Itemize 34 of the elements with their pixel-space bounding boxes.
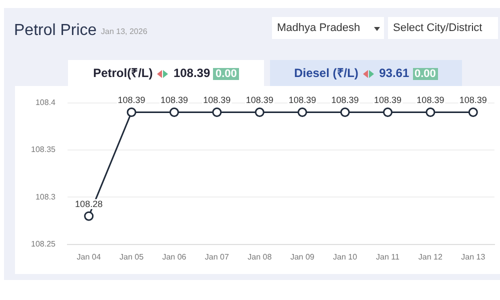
x-tick-label: Jan 11 [376, 252, 400, 262]
x-tick-label: Jan 07 [204, 252, 230, 262]
data-label: 108.39 [416, 95, 444, 106]
data-label: 108.39 [118, 95, 146, 106]
x-tick-label: Jan 10 [333, 252, 358, 262]
text: Madhya Pradesh [272, 17, 384, 39]
y-tick-label: 108.35 [31, 145, 56, 154]
x-tick-label: Jan 12 [418, 252, 443, 262]
data-label: 108.39 [331, 95, 359, 106]
data-label: 108.28 [75, 199, 103, 210]
text: 108.39 [173, 66, 210, 80]
data-label: 108.39 [246, 95, 274, 106]
data-label: 108.39 [160, 95, 188, 106]
data-label: 108.39 [374, 95, 402, 106]
data-label: 108.39 [288, 95, 316, 106]
y-tick-label: 108.4 [35, 98, 56, 108]
x-tick-label: Jan 09 [290, 252, 315, 262]
text: Select City/District [388, 17, 498, 39]
chart-title: Petrol Price [14, 22, 97, 40]
y-tick-label: 108.25 [31, 240, 56, 249]
x-tick-label: Jan 05 [120, 252, 144, 262]
text: Petrol(₹/L) [93, 66, 153, 80]
text: 0.00 [412, 68, 438, 80]
x-tick-label: Jan 04 [76, 252, 102, 262]
data-label: 108.39 [459, 95, 487, 106]
x-tick-label: Jan 08 [248, 252, 272, 262]
x-tick-label: Jan 13 [461, 252, 486, 262]
x-tick-label: Jan 06 [162, 252, 187, 262]
y-tick-label: 108.3 [35, 192, 56, 202]
text: Diesel (₹/L) [294, 66, 358, 80]
text: 93.61 [379, 66, 410, 80]
data-label: 108.39 [203, 95, 231, 106]
chart-subtitle: Jan 13, 2026 [101, 27, 148, 36]
text: 0.00 [213, 68, 239, 80]
